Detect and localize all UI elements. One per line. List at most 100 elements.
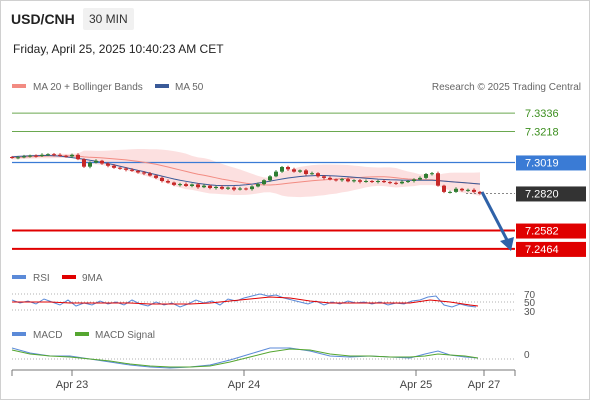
candle-body-40 xyxy=(250,186,254,190)
candle-body-22 xyxy=(142,172,146,174)
candle-57 xyxy=(352,179,356,183)
candle-body-71 xyxy=(436,173,440,186)
candle-body-1 xyxy=(16,157,20,159)
candle-body-72 xyxy=(442,185,446,192)
candle-45 xyxy=(280,166,284,173)
timeframe-button[interactable]: 30 MIN xyxy=(83,8,134,30)
candle-body-70 xyxy=(430,173,434,175)
candle-42 xyxy=(262,179,266,186)
candle-body-37 xyxy=(232,187,236,190)
candle-body-0 xyxy=(10,157,14,159)
macd-legend-swatch xyxy=(12,332,26,336)
ma20-line xyxy=(11,155,481,186)
candle-70 xyxy=(430,171,434,176)
candle-body-48 xyxy=(298,170,302,172)
ma9-legend-swatch xyxy=(62,275,76,279)
ma50-legend-swatch xyxy=(155,84,169,88)
candle-48 xyxy=(298,169,302,173)
candle-body-60 xyxy=(370,181,374,182)
support-tag-4 xyxy=(516,223,586,239)
candle-body-6 xyxy=(46,154,50,156)
candle-28 xyxy=(178,182,182,187)
candle-10 xyxy=(70,153,74,158)
candle-body-51 xyxy=(316,173,320,177)
candle-13 xyxy=(88,161,92,169)
candle-54 xyxy=(334,178,338,182)
macd-signal-line xyxy=(11,348,479,368)
bollinger-band-layer xyxy=(12,149,480,198)
candle-47 xyxy=(292,167,296,173)
candle-body-47 xyxy=(292,169,296,172)
price-tag-3 xyxy=(516,186,586,202)
candle-5 xyxy=(40,153,44,158)
candles-layer xyxy=(10,152,482,195)
candle-body-50 xyxy=(310,173,314,175)
ma9-legend-label: 9MA xyxy=(82,273,103,284)
candle-9 xyxy=(64,154,68,158)
candle-67 xyxy=(412,178,416,183)
candle-body-28 xyxy=(178,184,182,186)
candle-75 xyxy=(460,187,464,192)
candle-body-76 xyxy=(466,189,470,191)
candle-body-77 xyxy=(472,189,476,192)
support-tag-label-5: 7.2464 xyxy=(525,244,559,256)
candle-12 xyxy=(82,158,86,168)
forecast-arrow-head xyxy=(500,237,514,251)
candle-body-36 xyxy=(226,187,230,189)
candle-22 xyxy=(142,171,146,176)
candle-body-9 xyxy=(64,155,68,157)
candle-72 xyxy=(442,184,446,194)
candle-27 xyxy=(172,181,176,187)
candle-body-43 xyxy=(268,176,272,181)
candle-49 xyxy=(304,169,308,176)
candle-30 xyxy=(190,183,194,188)
x-tick-label-apr25: Apr 25 xyxy=(400,379,432,391)
candle-2 xyxy=(22,154,26,159)
candle-body-68 xyxy=(418,177,422,180)
candle-body-54 xyxy=(334,179,338,181)
candle-body-59 xyxy=(364,181,368,182)
candle-body-10 xyxy=(70,154,74,157)
candle-body-20 xyxy=(130,169,134,171)
pivot-tag-label-2: 7.3019 xyxy=(525,157,559,169)
candle-78 xyxy=(478,190,482,195)
candle-body-34 xyxy=(214,186,218,189)
pivot-tag-2 xyxy=(516,155,586,171)
candle-body-3 xyxy=(28,155,32,157)
candle-body-16 xyxy=(106,163,110,166)
candle-31 xyxy=(196,183,200,189)
candle-44 xyxy=(274,170,278,178)
candle-body-29 xyxy=(184,184,188,186)
candle-40 xyxy=(250,185,254,191)
candle-body-56 xyxy=(346,179,350,182)
candle-1 xyxy=(16,156,20,160)
rsi-ma9-line xyxy=(12,296,479,307)
candle-39 xyxy=(244,187,248,191)
credit-label: Research © 2025 Trading Central xyxy=(432,82,581,93)
support-tag-label-4: 7.2582 xyxy=(525,226,559,238)
rsi-legend-swatch xyxy=(12,275,26,279)
candle-7 xyxy=(52,152,56,157)
candle-3 xyxy=(28,154,32,158)
moving-average-layer xyxy=(11,154,481,187)
candle-25 xyxy=(160,176,164,183)
ma50-legend-label: MA 50 xyxy=(175,82,204,93)
candle-body-30 xyxy=(190,184,194,186)
candle-56 xyxy=(346,177,350,183)
x-tick-label-apr23: Apr 23 xyxy=(56,379,88,391)
candle-24 xyxy=(154,174,158,180)
bollinger-band xyxy=(12,149,480,198)
candle-body-17 xyxy=(112,165,116,168)
candle-body-24 xyxy=(154,175,158,178)
forecast-arrow-shaft xyxy=(480,191,509,241)
candle-8 xyxy=(58,153,62,157)
candle-body-66 xyxy=(406,181,410,182)
candle-6 xyxy=(46,153,50,157)
candle-41 xyxy=(256,182,260,188)
candle-body-21 xyxy=(136,170,140,173)
candle-body-63 xyxy=(388,182,392,184)
candle-43 xyxy=(268,175,272,182)
candle-body-57 xyxy=(352,180,356,182)
candle-body-61 xyxy=(376,181,380,182)
